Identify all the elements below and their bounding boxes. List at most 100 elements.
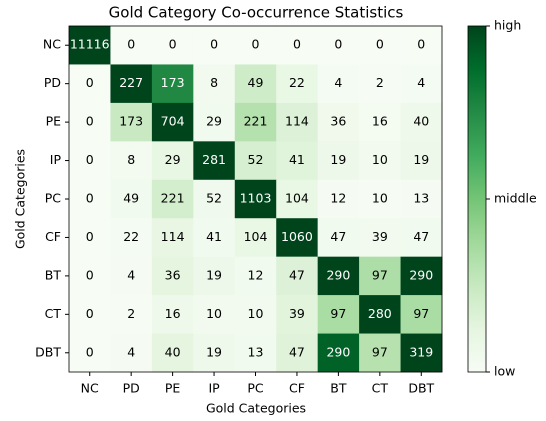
y-tick-label: NC xyxy=(43,37,61,52)
y-tick-label: DBT xyxy=(35,344,61,359)
cell-label: 97 xyxy=(372,344,388,359)
heatmap-cell xyxy=(193,179,236,219)
cell-label: 114 xyxy=(161,229,185,244)
cell-label: 13 xyxy=(413,191,429,206)
y-tick-label: BT xyxy=(45,267,62,282)
cell-label: 11116 xyxy=(70,37,110,52)
heatmap-cell xyxy=(69,64,111,104)
heatmap-cell xyxy=(110,295,153,334)
heatmap-cell xyxy=(151,179,194,219)
cell-label: 2 xyxy=(127,306,135,321)
cell-label: 41 xyxy=(206,229,222,244)
cell-label: 8 xyxy=(127,152,135,167)
heatmap-cell xyxy=(110,218,153,257)
heatmap-cell xyxy=(193,333,236,373)
cell-label: 0 xyxy=(86,344,94,359)
colorbar-tick-label: high xyxy=(494,18,521,33)
cell-label: 4 xyxy=(334,75,342,90)
heatmap-cell xyxy=(193,295,236,334)
heatmap-cell xyxy=(110,256,153,296)
cell-label: 0 xyxy=(86,152,94,167)
heatmap-cell xyxy=(400,141,443,181)
heatmap-cell xyxy=(151,333,194,373)
cell-label: 221 xyxy=(161,191,185,206)
heatmap-cell xyxy=(359,64,401,104)
heatmap-cell xyxy=(400,218,443,257)
heatmap-cell xyxy=(276,26,318,65)
y-axis-label: Gold Categories xyxy=(13,149,28,249)
cell-label: 0 xyxy=(86,267,94,282)
heatmap-cell xyxy=(151,64,194,104)
heatmap-cell xyxy=(69,102,111,142)
heatmap-cell xyxy=(317,218,360,257)
cell-label: 19 xyxy=(206,344,222,359)
heatmap-cell xyxy=(151,256,194,296)
cell-label: 4 xyxy=(127,344,135,359)
heatmap-cell xyxy=(234,218,277,257)
cell-label: 290 xyxy=(326,267,350,282)
heatmap-cell xyxy=(193,102,236,142)
heatmap-cell xyxy=(69,26,111,65)
y-tick-label: PE xyxy=(46,114,62,129)
cell-label: 0 xyxy=(252,37,260,52)
cell-label: 0 xyxy=(210,37,218,52)
heatmap-cell xyxy=(234,256,277,296)
heatmap-cell xyxy=(69,333,111,373)
heatmap-cell xyxy=(234,26,277,65)
heatmap-cell xyxy=(400,333,443,373)
x-tick-label: PE xyxy=(165,381,181,396)
heatmap-cell xyxy=(193,141,236,181)
cell-label: 49 xyxy=(123,191,139,206)
cell-label: 16 xyxy=(372,114,388,129)
cell-label: 41 xyxy=(289,152,305,167)
cell-label: 1103 xyxy=(240,191,272,206)
y-tick-label: CF xyxy=(45,229,61,244)
cell-label: 97 xyxy=(372,267,388,282)
cell-label: 47 xyxy=(289,344,305,359)
heatmap-cell xyxy=(234,295,277,334)
x-tick-label: CF xyxy=(289,381,305,396)
heatmap-cell xyxy=(151,26,194,65)
heatmap-cell xyxy=(276,179,318,219)
cell-label: 114 xyxy=(285,114,309,129)
heatmap-cell xyxy=(400,295,443,334)
heatmap-cell xyxy=(359,295,401,334)
cell-label: 319 xyxy=(409,344,433,359)
cell-label: 227 xyxy=(119,75,143,90)
heatmap-cell xyxy=(317,295,360,334)
heatmap-cell xyxy=(151,102,194,142)
cell-label: 10 xyxy=(206,306,222,321)
heatmap-cell xyxy=(193,218,236,257)
cell-label: 29 xyxy=(206,114,222,129)
cell-label: 40 xyxy=(165,344,181,359)
cell-label: 12 xyxy=(330,191,346,206)
heatmap-cell xyxy=(276,141,318,181)
heatmap-cell xyxy=(69,141,111,181)
cell-label: 0 xyxy=(127,37,135,52)
heatmap-cell xyxy=(317,26,360,65)
heatmap-cell xyxy=(110,26,153,65)
heatmap-cell xyxy=(400,102,443,142)
heatmap-cell xyxy=(317,141,360,181)
cell-label: 0 xyxy=(169,37,177,52)
chart-title: Gold Category Co-occurrence Statistics xyxy=(109,4,404,22)
heatmap-cell xyxy=(110,141,153,181)
cell-label: 19 xyxy=(206,267,222,282)
heatmap-cell xyxy=(317,179,360,219)
x-tick-label: NC xyxy=(81,381,99,396)
heatmap-cell xyxy=(276,333,318,373)
heatmap-cell xyxy=(276,218,318,257)
cell-label: 281 xyxy=(202,152,226,167)
heatmap-cell xyxy=(276,295,318,334)
x-tick-label: CT xyxy=(372,381,389,396)
y-tick-label: PD xyxy=(44,75,61,90)
cell-label: 22 xyxy=(123,229,139,244)
heatmap-cell xyxy=(359,333,401,373)
heatmap-cell xyxy=(193,256,236,296)
cell-label: 0 xyxy=(334,37,342,52)
cell-label: 8 xyxy=(210,75,218,90)
cell-label: 0 xyxy=(86,114,94,129)
cell-label: 10 xyxy=(372,152,388,167)
heatmap-cell xyxy=(69,295,111,334)
